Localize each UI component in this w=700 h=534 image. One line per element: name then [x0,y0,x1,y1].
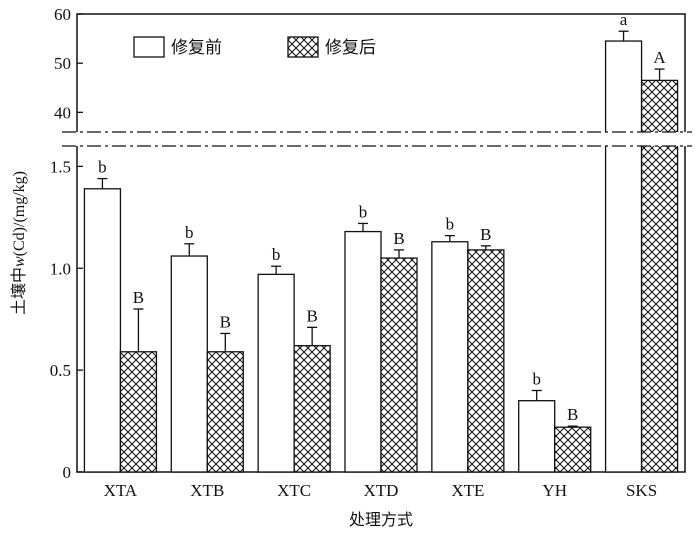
significance-letter: B [220,312,231,331]
significance-letter: b [359,202,368,221]
axis-break [60,131,692,147]
bar-after [293,345,331,473]
bar-after [554,426,592,473]
bar-after [119,351,158,473]
bar-after [206,351,244,473]
significance-letter: b [98,158,107,177]
significance-letter: A [653,48,666,67]
x-tick-label: XTB [190,481,224,500]
significance-letter: b [532,370,541,389]
y-tick-label: 60 [54,5,71,24]
x-tick-label: XTC [277,481,311,500]
bar-after [380,257,418,473]
y-tick-label: 50 [54,54,71,73]
bar-before [344,230,382,473]
y-axis-title-symbol: w [11,256,28,267]
legend: 修复前 修复后 [133,36,376,58]
significance-letter: B [306,306,317,325]
y-axis: 0 0.5 1.0 1.5 40 50 60 [50,5,83,482]
x-tick-label: XTD [364,481,399,500]
bar-before [170,255,208,473]
x-tick-label: XTE [451,481,484,500]
y-tick-label: 1.5 [50,157,71,176]
legend-label-before: 修复前 [171,38,222,58]
y-axis-title-prefix: 土壤中 [9,267,28,315]
y-tick-label: 1.0 [50,259,71,278]
significance-letter: b [185,223,194,242]
y-axis-title: 土壤中w(Cd)/(mg/kg) [9,171,28,315]
y-tick-label: 0.5 [50,361,71,380]
x-axis: XTA XTB XTC XTD XTE YH SKS [104,466,657,500]
bar-before [604,40,643,473]
legend-swatch-after [287,36,319,58]
bar-before [431,241,469,473]
y-tick-label: 40 [54,103,71,122]
chart-marks [83,40,679,473]
x-tick-label: XTA [104,481,138,500]
x-tick-label: YH [542,481,567,500]
significance-letter: B [480,225,491,244]
legend-swatch-before [133,36,165,58]
bar-before [257,273,295,473]
y-tick-label: 0 [63,463,72,482]
x-tick-label: SKS [626,481,657,500]
significance-letter: a [620,10,628,29]
significance-letters: b Bb Bb Bb Bb Bb Ba A [98,10,666,424]
significance-letter: B [567,405,578,424]
x-axis-title: 处理方式 [349,510,413,529]
bar-before [518,400,556,473]
significance-letter: b [272,245,281,264]
bar-before [83,188,122,473]
bar-after [467,249,505,473]
significance-letter: B [133,288,144,307]
significance-letter: b [446,215,455,234]
error-bars [97,30,665,428]
legend-label-after: 修复后 [325,38,376,58]
y-axis-title-unit: (Cd)/(mg/kg) [11,171,28,256]
significance-letter: B [393,229,404,248]
